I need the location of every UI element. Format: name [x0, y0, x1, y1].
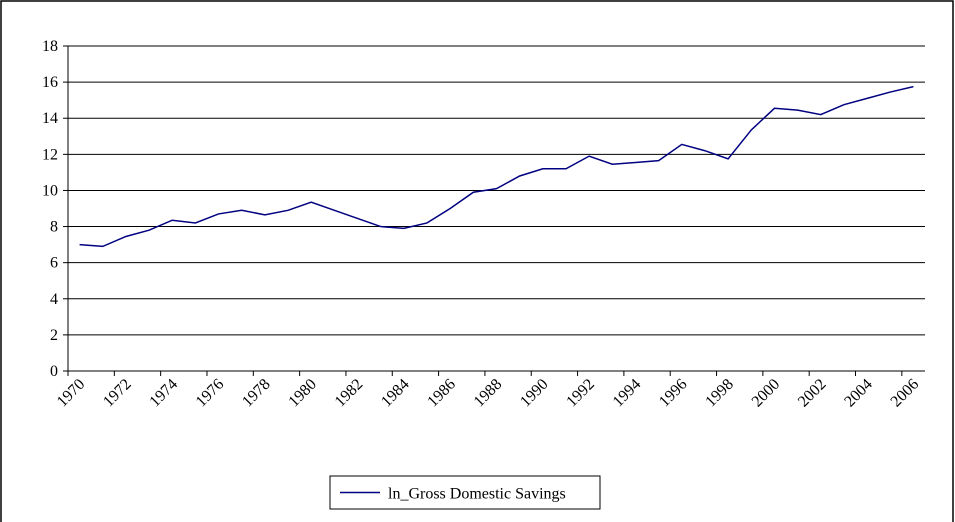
y-tick-label: 8 — [50, 219, 58, 236]
y-tick-label: 2 — [50, 327, 58, 344]
line-series — [79, 85, 914, 248]
legend-label: ln_Gross Domestic Savings — [388, 486, 566, 503]
y-tick-label: 6 — [50, 255, 58, 272]
y-tick-label: 4 — [50, 291, 58, 308]
y-tick-label: 18 — [42, 38, 58, 55]
y-tick-label: 10 — [42, 182, 58, 199]
y-tick-label: 0 — [50, 363, 58, 380]
y-tick-label: 14 — [42, 110, 58, 127]
y-tick-label: 16 — [42, 74, 58, 91]
y-tick-label: 12 — [42, 146, 58, 163]
